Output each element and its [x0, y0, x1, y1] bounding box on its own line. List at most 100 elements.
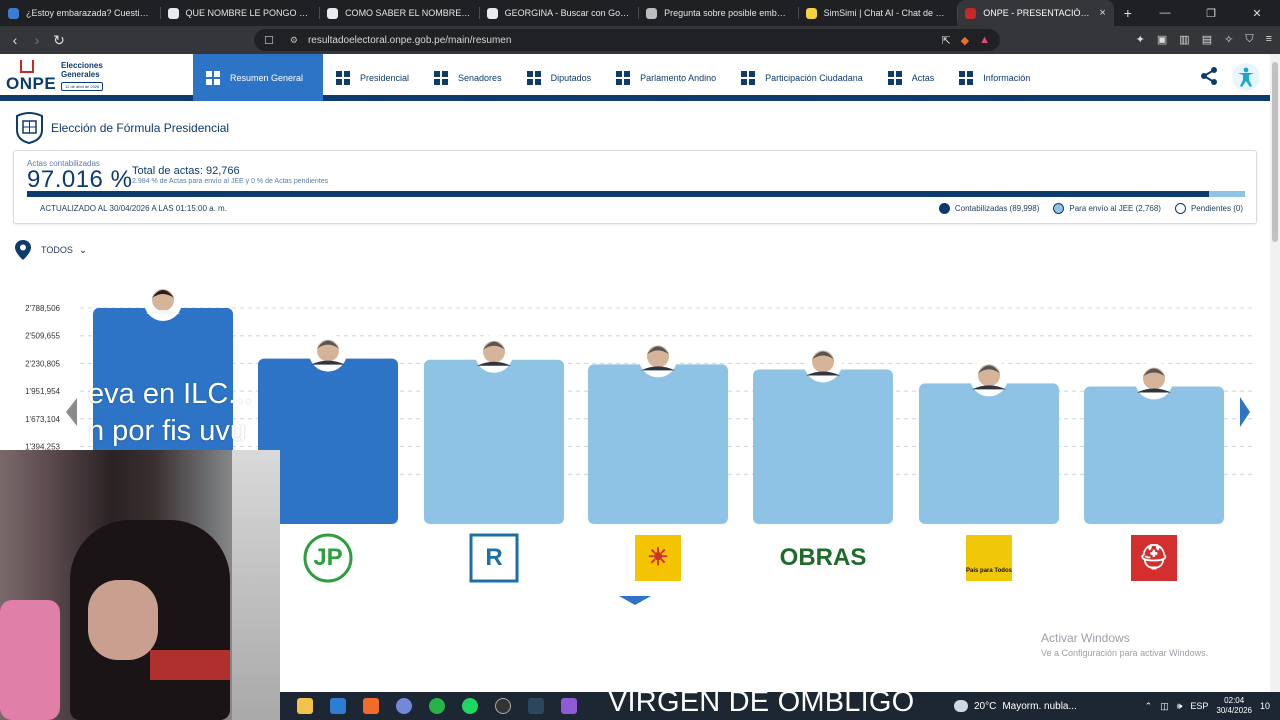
browser-tab[interactable]: Pregunta sobre posible embarazo y: [638, 0, 798, 26]
chevron-down-icon[interactable]: ⌄: [78, 244, 88, 256]
close-window-button[interactable]: ✕: [1252, 7, 1262, 20]
screenshot-icon[interactable]: ▣: [1156, 34, 1168, 46]
back-icon[interactable]: ‹: [12, 32, 18, 48]
tab-favicon-icon: [167, 7, 179, 19]
candidate-bar[interactable]: [1084, 386, 1224, 524]
candidate-bar[interactable]: [753, 369, 893, 524]
menu-item-participación-ciudadana[interactable]: Participación Ciudadana: [728, 54, 875, 101]
menu-item-parlamento-andino[interactable]: Parlamento Andino: [603, 54, 728, 101]
tab-title: SimSimi | Chat AI - Chat de personaje: [823, 8, 950, 18]
steam-icon[interactable]: [528, 698, 544, 714]
legend-dot-icon: [938, 203, 950, 214]
weather-widget[interactable]: 20°C Mayorm. nubla...: [954, 692, 1077, 720]
sidebar-icon[interactable]: ▥: [1179, 34, 1190, 46]
region-filter-label[interactable]: TODOS: [41, 245, 73, 255]
network-icon[interactable]: ◫: [1160, 700, 1169, 711]
volume-icon[interactable]: 🕪: [1176, 700, 1183, 711]
brave-shield-icon[interactable]: ◆: [960, 34, 970, 47]
ballot-box-icon: [20, 60, 34, 73]
clock-date: 30/4/2026: [1216, 706, 1252, 715]
location-pin-icon: [15, 240, 31, 260]
actas-sub-label: 2.984 % de Actas para envío al JEE y 0 %…: [132, 178, 329, 185]
tab-title: ¿Estoy embarazada? Cuestionario: [26, 8, 152, 18]
party-logo[interactable]: País para Todos: [966, 535, 1013, 581]
candidate-bar[interactable]: [919, 383, 1059, 524]
onpe-logo[interactable]: ONPE Elecciones Generales 12 de abril de…: [6, 60, 116, 96]
grid-icon: [205, 70, 221, 86]
candidate-shoulders: [311, 360, 345, 365]
party-logo[interactable]: ☀: [635, 535, 681, 581]
chart-prev-arrow[interactable]: [66, 398, 77, 426]
party-logo[interactable]: R: [469, 533, 519, 583]
browser-tab[interactable]: GEORGINA - Buscar con Google: [478, 0, 639, 26]
menu-item-presidencial[interactable]: Presidencial: [323, 54, 421, 101]
clock[interactable]: 02:04 30/4/2026: [1216, 696, 1252, 716]
url-text[interactable]: resultadoelectoral.onpe.gob.pe/main/resu…: [307, 34, 512, 46]
tab-title: Pregunta sobre posible embarazo y: [664, 8, 790, 18]
y-tick-label: 1'951,954: [25, 387, 60, 396]
extensions-icon[interactable]: ✦: [1135, 34, 1145, 46]
candidate-hair: [1143, 368, 1165, 377]
windows-taskbar: ⌃ ◫ 🕪 ESP 02:04 30/4/2026 10: [280, 692, 1280, 720]
mail-icon[interactable]: [330, 698, 346, 714]
menu-item-información[interactable]: Información: [946, 54, 1042, 101]
site-info-icon[interactable]: ⚙: [289, 34, 298, 45]
share-page-icon[interactable]: ⇱: [941, 34, 951, 47]
minimize-button[interactable]: —: [1159, 6, 1171, 19]
new-tab-button[interactable]: +: [1123, 5, 1132, 21]
menu-item-label: Resumen General: [230, 72, 304, 83]
party-logo[interactable]: ⛑: [1131, 535, 1177, 581]
clock-time: 02:04: [1224, 696, 1245, 705]
notification-count[interactable]: 10: [1259, 701, 1270, 711]
legend-dot-icon: [1053, 203, 1065, 214]
candidate-bar[interactable]: [588, 364, 728, 524]
party-logo-label: País para Todos: [966, 568, 1013, 574]
webcam-red-object: [150, 650, 230, 680]
browser-tab[interactable]: COMO SABER EL NOMBRE DE SU PA: [319, 0, 479, 26]
y-tick-label: 1'673,104: [25, 415, 60, 424]
browser-tab[interactable]: ¿Estoy embarazada? Cuestionario: [0, 0, 160, 26]
file-explorer-icon[interactable]: [297, 698, 313, 714]
window-controls: — ❐ ✕: [1142, 7, 1280, 20]
leo-icon[interactable]: ✧: [1224, 34, 1234, 46]
party-logo[interactable]: JP: [303, 533, 353, 583]
spotify-icon[interactable]: [462, 698, 478, 714]
forward-icon[interactable]: ›: [34, 32, 40, 48]
menu-icon[interactable]: ≡: [1265, 33, 1272, 45]
app-green-icon[interactable]: [429, 698, 445, 714]
tray-expand-icon[interactable]: ⌃: [1144, 700, 1153, 711]
browser-tab[interactable]: QUE NOMBRE LE PONGO SI SALE M: [159, 0, 320, 26]
reload-icon[interactable]: ↻: [53, 31, 65, 48]
maximize-button[interactable]: ❐: [1206, 7, 1216, 20]
candidate-bar[interactable]: [258, 358, 398, 524]
scrollbar-thumb[interactable]: [1272, 62, 1278, 242]
browser-tab[interactable]: SimSimi | Chat AI - Chat de personaje: [797, 0, 958, 26]
menu-item-resumen-general[interactable]: Resumen General: [193, 54, 323, 101]
candidate-bar[interactable]: [424, 359, 564, 524]
maps-icon[interactable]: [561, 698, 577, 714]
updated-timestamp: ACTUALIZADO AL 30/04/2026 A LAS 01:15:00…: [40, 204, 227, 213]
wallet-icon[interactable]: ▤: [1201, 34, 1213, 46]
browser-tab[interactable]: ONPE - PRESENTACIÓN DE RES ×: [957, 0, 1114, 26]
bookmark-icon[interactable]: ☐: [264, 34, 274, 47]
rewards-icon[interactable]: ▲: [979, 34, 990, 46]
region-filter[interactable]: TODOS ⌄: [15, 240, 87, 260]
menu-item-actas[interactable]: Actas: [875, 54, 947, 101]
menu-item-diputados[interactable]: Diputados: [514, 54, 604, 101]
discord-icon[interactable]: [396, 698, 412, 714]
chart-next-arrow[interactable]: [1240, 397, 1250, 427]
page-title: Elección de Fórmula Presidencial: [13, 112, 229, 144]
cloud-icon: [954, 700, 968, 712]
brave-icon[interactable]: [363, 698, 379, 714]
share-icon[interactable]: [1199, 66, 1219, 86]
menu-item-senadores[interactable]: Senadores: [421, 54, 514, 101]
accessibility-icon[interactable]: [1232, 63, 1260, 91]
url-field[interactable]: ☐ ⚙ resultadoelectoral.onpe.gob.pe/main/…: [254, 29, 1000, 51]
vpn-icon[interactable]: ⛉: [1245, 33, 1254, 45]
page-scrollbar[interactable]: [1270, 54, 1280, 694]
tab-close-icon[interactable]: ×: [1099, 7, 1106, 19]
obs-icon[interactable]: [495, 698, 511, 714]
party-logo[interactable]: OBRAS: [780, 535, 867, 581]
language-indicator[interactable]: ESP: [1190, 701, 1209, 711]
y-tick-label: 2'509,655: [25, 332, 60, 341]
